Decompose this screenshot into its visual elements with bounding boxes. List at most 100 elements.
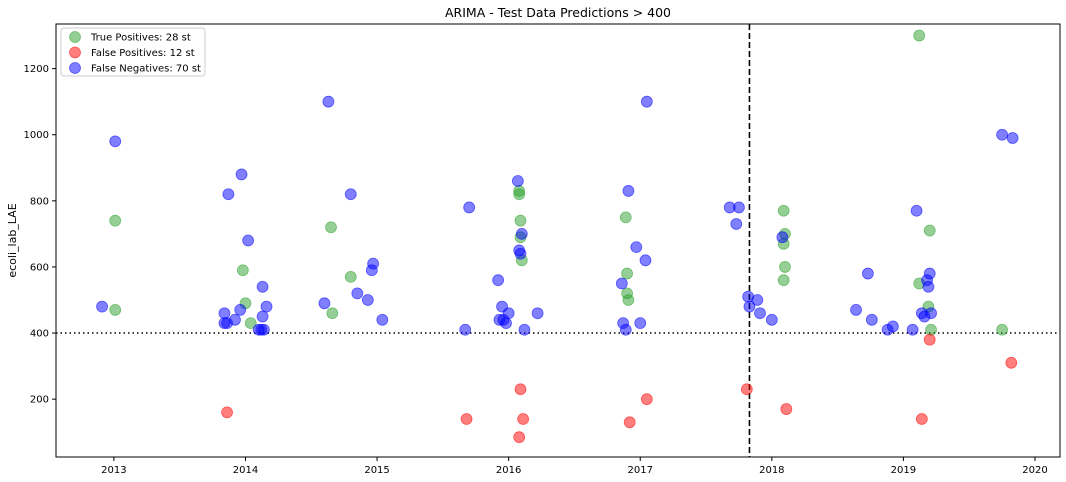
data-point [514, 214, 527, 227]
series-1 [109, 29, 1009, 336]
data-point [235, 168, 248, 181]
data-point [733, 201, 745, 214]
y-tick-label: 200 [30, 395, 49, 406]
y-tick-label: 400 [30, 329, 49, 340]
data-point [218, 307, 231, 320]
data-point [886, 320, 899, 333]
data-point [619, 323, 632, 336]
x-tick-label: 2019 [891, 465, 916, 476]
legend-label: False Positives: 12 st [91, 48, 195, 59]
data-point [518, 323, 531, 336]
chart-title: ARIMA - Test Data Predictions > 400 [445, 5, 671, 20]
data-point [923, 333, 936, 346]
data-point [492, 274, 505, 287]
data-point [376, 313, 389, 326]
x-axis-ticks: 2013 2014 2015 2016 2017 2018 2019 2020 [101, 457, 1048, 476]
data-point [910, 204, 923, 217]
data-point [730, 218, 743, 230]
data-point [351, 287, 364, 300]
data-point [639, 254, 652, 267]
data-point [996, 128, 1009, 141]
data-point [513, 188, 526, 201]
legend-label: False Negatives: 70 st [91, 64, 201, 75]
y-axis-ticks: 200 400 600 800 1000 1200 [24, 64, 56, 406]
data-point [777, 274, 790, 287]
series-2 [221, 333, 1018, 444]
data-point [622, 185, 635, 197]
y-axis-title: ecoli_lab_LAE [6, 203, 19, 277]
data-point [344, 188, 357, 201]
data-point [459, 323, 472, 336]
data-point [367, 257, 380, 270]
plot-frame [55, 23, 1061, 458]
data-point [260, 300, 273, 313]
data-point [776, 231, 789, 244]
data-point [1006, 132, 1019, 144]
data-point [615, 277, 628, 290]
y-tick-label: 600 [30, 262, 49, 273]
data-point [850, 304, 862, 316]
y-tick-label: 800 [30, 196, 49, 207]
data-point [515, 227, 528, 240]
x-tick-label: 2013 [101, 465, 126, 476]
x-tick-label: 2017 [628, 465, 653, 476]
data-point [922, 280, 935, 293]
data-point [640, 95, 653, 108]
y-tick-label: 1000 [24, 130, 49, 141]
data-point [861, 267, 874, 280]
x-tick-label: 2020 [1022, 465, 1047, 476]
data-point [326, 307, 339, 320]
data-point [244, 317, 257, 330]
data-point [923, 224, 936, 237]
data-point [514, 383, 527, 396]
data-point [236, 264, 249, 277]
data-point [779, 261, 791, 273]
data-point [765, 313, 778, 326]
data-point [1005, 356, 1018, 369]
data-point [996, 323, 1009, 336]
x-tick-label: 2014 [233, 465, 258, 476]
data-point [743, 300, 756, 313]
x-tick-label: 2016 [496, 465, 521, 476]
data-point [109, 304, 122, 316]
data-point [361, 294, 374, 306]
data-point [234, 304, 247, 316]
x-tick-label: 2015 [364, 465, 389, 476]
data-point [531, 307, 544, 320]
data-points [96, 29, 1019, 444]
y-tick-label: 1200 [24, 64, 49, 75]
legend-marker [69, 62, 81, 74]
legend-label: True Positives: 28 st [90, 33, 191, 44]
data-point [511, 175, 524, 187]
data-point [640, 393, 653, 406]
data-point [256, 280, 269, 293]
x-tick-label: 2018 [759, 465, 784, 476]
data-point [740, 383, 753, 396]
data-point [630, 241, 643, 254]
data-point [621, 267, 633, 280]
data-point [913, 29, 926, 42]
data-point [222, 188, 235, 201]
data-point [514, 247, 527, 260]
data-point [325, 221, 337, 234]
data-point [109, 214, 122, 227]
data-point [865, 313, 878, 326]
data-point [229, 313, 241, 326]
data-point [622, 294, 635, 306]
data-point [242, 234, 255, 247]
data-point [925, 323, 937, 336]
data-point [502, 307, 515, 320]
data-point [513, 431, 526, 444]
data-point [754, 307, 766, 320]
legend-marker [69, 46, 81, 59]
legend: True Positives: 28 st False Positives: 12… [60, 27, 206, 77]
data-point [780, 403, 793, 415]
data-point [109, 135, 122, 148]
legend-box [60, 27, 206, 77]
data-point [322, 95, 335, 108]
data-point [906, 323, 919, 336]
data-point [923, 267, 936, 280]
series-3 [96, 95, 1019, 336]
data-point [925, 307, 937, 320]
